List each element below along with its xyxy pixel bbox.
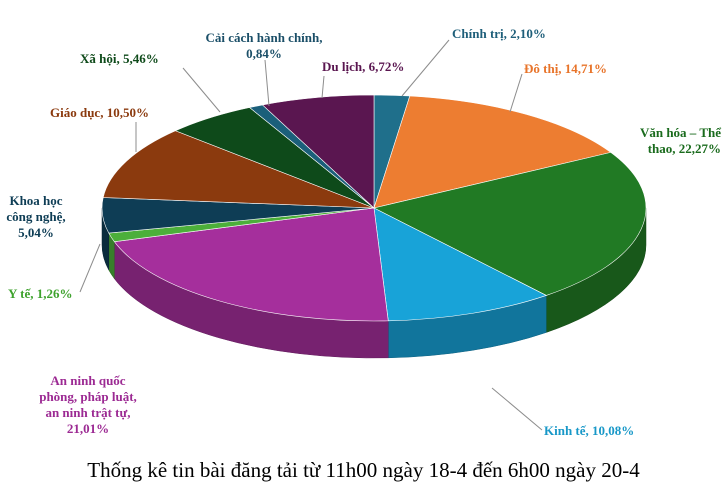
- chart-title: Thống kê tin bài đăng tải từ 11h00 ngày …: [87, 458, 640, 482]
- leader-line-1: [509, 73, 523, 113]
- data-label-5: Y tế, 1,26%: [8, 286, 73, 301]
- pie-slice-1: [373, 95, 612, 209]
- leader-line-8: [182, 67, 221, 113]
- leader-line-9: [264, 59, 270, 107]
- data-label-10: Du lịch, 6,72%: [322, 59, 404, 74]
- data-label-1: Đô thị, 14,71%: [524, 61, 607, 76]
- data-label-6: Khoa học công nghệ, 5,04%: [6, 193, 65, 240]
- pie-slice-10: [261, 94, 375, 209]
- data-label-4: An ninh quốc phòng, pháp luật, an ninh trậ…: [39, 373, 137, 436]
- data-label-9: Cải cách hành chính, 0,84%: [205, 30, 322, 61]
- leader-line-5: [79, 243, 101, 293]
- data-label-0: Chính trị, 2,10%: [452, 26, 546, 41]
- leader-line-0: [401, 39, 450, 97]
- data-label-8: Xã hội, 5,46%: [80, 51, 159, 66]
- pie-slice-2: [373, 152, 647, 296]
- data-label-3: Kinh tế, 10,08%: [544, 423, 634, 438]
- pie-slice-7: [102, 130, 375, 209]
- pie-slice-4: [113, 207, 389, 322]
- data-label-2: Văn hóa – Thể thao, 22,27%: [640, 125, 722, 156]
- data-label-7: Giáo dục, 10,50%: [50, 105, 149, 120]
- pie-slice-3: [373, 207, 548, 322]
- leader-line-10: [321, 75, 325, 99]
- leader-line-3: [491, 387, 543, 431]
